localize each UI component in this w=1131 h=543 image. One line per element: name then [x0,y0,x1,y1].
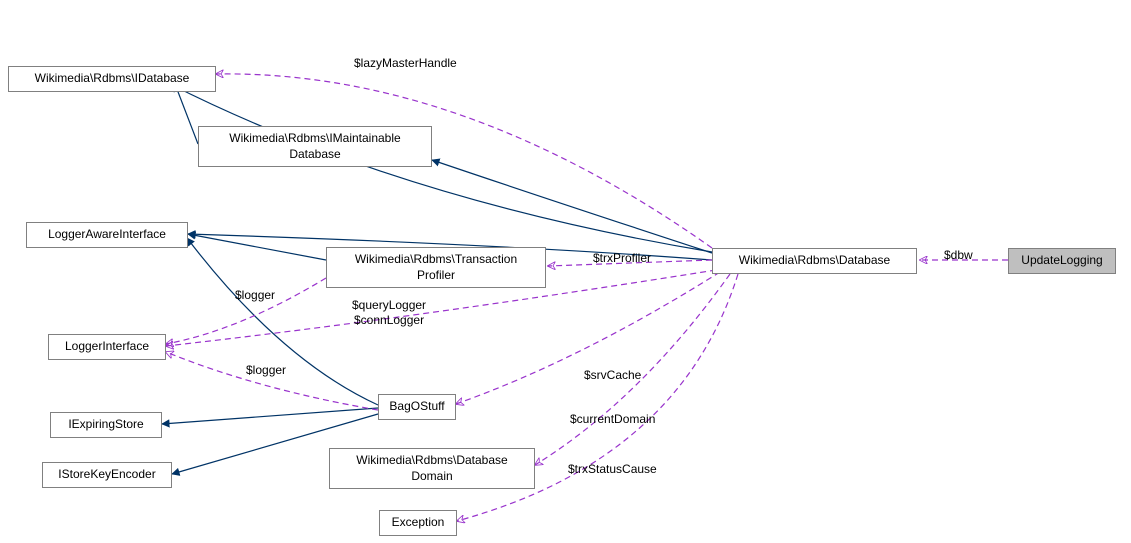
node-n-imaintainable[interactable]: Wikimedia\Rdbms\IMaintainableDatabase [198,126,432,167]
node-n-idatabase[interactable]: Wikimedia\Rdbms\IDatabase [8,66,216,92]
edge-solid-database-imaintainable [432,160,712,253]
node-label-line1: Wikimedia\Rdbms\Transaction [335,252,537,268]
node-n-loggerinterface[interactable]: LoggerInterface [48,334,166,360]
node-label-line2: Profiler [335,268,537,284]
edge-label-l-trxprofiler: $trxProfiler [593,251,651,265]
edge-label-l-trxstatuscause: $trxStatusCause [568,462,657,476]
node-n-databasedomain[interactable]: Wikimedia\Rdbms\DatabaseDomain [329,448,535,489]
edge-label-l-logger2: $logger [246,363,286,377]
edge-label-l-lazymaster: $lazyMasterHandle [354,56,457,70]
edge-solid-imaintainable-idatabase [175,84,198,144]
edge-dashed-bagostuff-loggerinterface [166,352,378,410]
node-label-line2: Database [207,147,423,163]
node-label-line1: Wikimedia\Rdbms\IMaintainable [207,131,423,147]
node-n-transactionprofiler[interactable]: Wikimedia\Rdbms\TransactionProfiler [326,247,546,288]
node-n-iexpiringstore[interactable]: IExpiringStore [50,412,162,438]
diagram-canvas: UpdateLoggingWikimedia\Rdbms\DatabaseWik… [0,0,1131,543]
edge-label-l-srvcache: $srvCache [584,368,641,382]
node-n-database[interactable]: Wikimedia\Rdbms\Database [712,248,917,274]
edge-label-l-logger1: $logger [235,288,275,302]
node-n-bagostuff[interactable]: BagOStuff [378,394,456,420]
node-n-updatelogging[interactable]: UpdateLogging [1008,248,1116,274]
node-label-line2: Domain [338,469,526,485]
edge-label-l-connlogger: $connLogger [354,313,424,327]
node-n-istorekeyencoder[interactable]: IStoreKeyEncoder [42,462,172,488]
node-label-line1: Wikimedia\Rdbms\Database [338,453,526,469]
node-n-loggeraware[interactable]: LoggerAwareInterface [26,222,188,248]
node-n-exception[interactable]: Exception [379,510,457,536]
edge-label-l-currentdomain: $currentDomain [570,412,655,426]
edge-label-l-dbw: $dbw [944,248,973,262]
edge-label-l-querylogger: $queryLogger [352,298,426,312]
edge-solid-bagostuff-iexpiringstore [162,408,378,424]
